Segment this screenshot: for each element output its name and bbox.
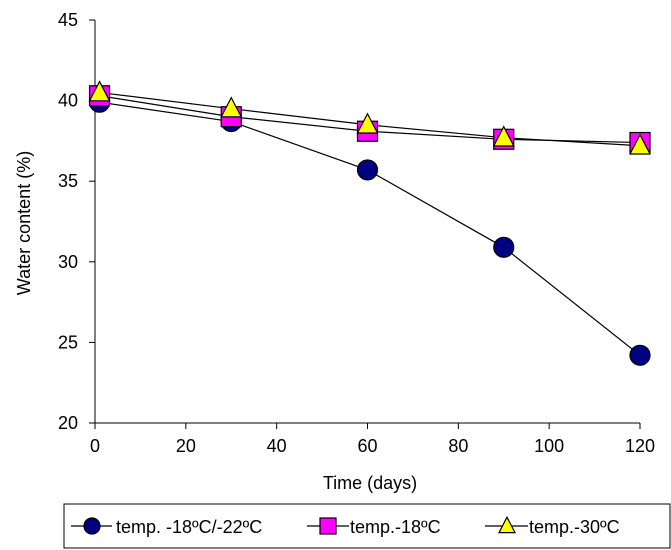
triangle-marker [498, 515, 516, 534]
triangle-marker [629, 133, 651, 155]
plot-axes [94, 20, 640, 424]
legend-label: temp. -18ºC/-22ºC [116, 517, 262, 537]
y-tick-label: 20 [58, 413, 78, 433]
series-markers [88, 80, 651, 366]
y-tick-label: 35 [58, 171, 78, 191]
x-tick-label: 40 [267, 436, 287, 456]
legend: temp. -18ºC/-22ºC temp.-18ºC temp.-30ºC [63, 503, 671, 549]
x-tick-label: 120 [625, 436, 655, 456]
legend-item-1: temp.-18ºC [307, 517, 441, 537]
x-tick-label: 60 [357, 436, 377, 456]
y-axis-ticks: 20 25 30 35 40 45 [58, 10, 95, 433]
y-tick-label: 40 [58, 91, 78, 111]
legend-label: temp.-18ºC [350, 517, 441, 537]
triangle-marker [88, 80, 111, 102]
legend-box [63, 503, 671, 549]
x-tick-label: 20 [176, 436, 196, 456]
circle-marker [629, 344, 651, 366]
x-axis-label: Time (days) [323, 473, 417, 493]
y-tick-label: 45 [58, 10, 78, 30]
square-marker [319, 517, 337, 535]
triangle-marker [220, 96, 243, 118]
y-axis-label: Water content (%) [14, 151, 34, 295]
y-tick-label: 30 [58, 252, 78, 272]
circle-marker [83, 517, 101, 535]
legend-label: temp.-30ºC [529, 517, 620, 537]
x-axis-ticks: 0 20 40 60 80 100 120 [90, 423, 655, 456]
x-tick-label: 100 [534, 436, 564, 456]
x-tick-label: 80 [448, 436, 468, 456]
legend-item-2: temp.-30ºC [485, 515, 620, 537]
circle-marker [356, 159, 379, 181]
circle-marker [493, 236, 515, 258]
triangle-marker [492, 125, 515, 147]
triangle-marker [356, 112, 379, 134]
x-tick-label: 0 [90, 436, 100, 456]
legend-item-0: temp. -18ºC/-22ºC [71, 517, 262, 537]
y-tick-label: 25 [58, 332, 78, 352]
